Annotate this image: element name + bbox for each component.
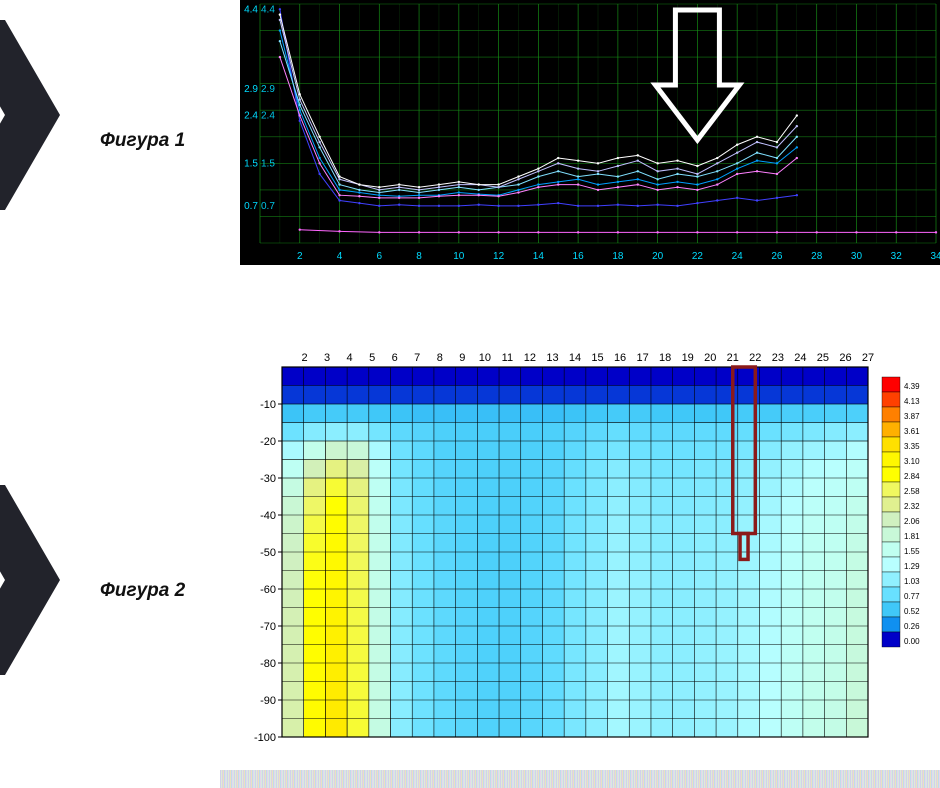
svg-text:0.7: 0.7	[261, 201, 275, 212]
svg-text:17: 17	[636, 352, 648, 364]
svg-text:1.29: 1.29	[904, 562, 920, 571]
svg-text:3.35: 3.35	[904, 442, 920, 451]
svg-text:-70: -70	[260, 621, 276, 633]
svg-text:1.55: 1.55	[904, 547, 920, 556]
figure2-caption: Фигура 2	[100, 580, 185, 602]
svg-text:6: 6	[392, 352, 398, 364]
svg-text:4.4: 4.4	[261, 4, 275, 15]
figure1-chart: 2468101214161820222426283032340.70.71.51…	[240, 0, 940, 265]
svg-text:28: 28	[811, 251, 823, 262]
svg-text:7: 7	[414, 352, 420, 364]
svg-text:2: 2	[297, 251, 303, 262]
svg-text:0.00: 0.00	[904, 637, 920, 646]
svg-text:2.9: 2.9	[244, 84, 258, 95]
svg-text:1.5: 1.5	[244, 158, 258, 169]
svg-text:1.81: 1.81	[904, 532, 920, 541]
svg-text:8: 8	[416, 251, 422, 262]
svg-text:23: 23	[772, 352, 784, 364]
svg-text:0.77: 0.77	[904, 592, 920, 601]
svg-text:13: 13	[546, 352, 558, 364]
svg-text:14: 14	[569, 352, 581, 364]
svg-text:0.52: 0.52	[904, 607, 920, 616]
svg-text:-30: -30	[260, 473, 276, 485]
svg-text:4.39: 4.39	[904, 382, 920, 391]
svg-text:19: 19	[682, 352, 694, 364]
svg-text:9: 9	[459, 352, 465, 364]
svg-text:2.32: 2.32	[904, 502, 920, 511]
figure1-caption: Фигура 1	[100, 130, 185, 152]
svg-text:22: 22	[749, 352, 761, 364]
page: Фигура 1 Фигура 2 2468101214161820222426…	[0, 0, 940, 788]
svg-text:10: 10	[479, 352, 491, 364]
svg-text:2.4: 2.4	[261, 111, 275, 122]
svg-text:24: 24	[794, 352, 806, 364]
svg-text:-10: -10	[260, 399, 276, 411]
svg-text:0.26: 0.26	[904, 622, 920, 631]
chevron-1	[0, 20, 60, 210]
svg-text:-100: -100	[254, 732, 276, 744]
svg-text:3.10: 3.10	[904, 457, 920, 466]
svg-text:5: 5	[369, 352, 375, 364]
svg-text:14: 14	[533, 251, 545, 262]
svg-text:20: 20	[652, 251, 664, 262]
svg-text:25: 25	[817, 352, 829, 364]
svg-text:2.58: 2.58	[904, 487, 920, 496]
svg-text:4.13: 4.13	[904, 397, 920, 406]
svg-text:12: 12	[524, 352, 536, 364]
svg-text:34: 34	[930, 251, 940, 262]
svg-text:3.61: 3.61	[904, 427, 920, 436]
svg-text:16: 16	[614, 352, 626, 364]
svg-text:6: 6	[377, 251, 383, 262]
svg-text:21: 21	[727, 352, 739, 364]
svg-text:27: 27	[862, 352, 874, 364]
svg-text:24: 24	[732, 251, 744, 262]
svg-text:0.7: 0.7	[244, 201, 258, 212]
svg-text:2.84: 2.84	[904, 472, 920, 481]
svg-text:3.87: 3.87	[904, 412, 920, 421]
svg-text:15: 15	[591, 352, 603, 364]
svg-text:1.03: 1.03	[904, 577, 920, 586]
svg-text:2.9: 2.9	[261, 84, 275, 95]
svg-text:18: 18	[659, 352, 671, 364]
svg-text:20: 20	[704, 352, 716, 364]
svg-text:12: 12	[493, 251, 505, 262]
svg-text:4: 4	[347, 352, 353, 364]
svg-text:26: 26	[839, 352, 851, 364]
svg-text:30: 30	[851, 251, 863, 262]
svg-text:11: 11	[502, 352, 513, 364]
svg-text:1.5: 1.5	[261, 158, 275, 169]
svg-text:18: 18	[612, 251, 624, 262]
svg-text:2.4: 2.4	[244, 111, 258, 122]
svg-text:-80: -80	[260, 658, 276, 670]
svg-text:2.06: 2.06	[904, 517, 920, 526]
svg-text:-50: -50	[260, 547, 276, 559]
svg-text:10: 10	[453, 251, 465, 262]
svg-text:8: 8	[437, 352, 443, 364]
chevron-2	[0, 485, 60, 675]
svg-text:3: 3	[324, 352, 330, 364]
svg-text:22: 22	[692, 251, 704, 262]
svg-text:2: 2	[301, 352, 307, 364]
svg-text:4: 4	[337, 251, 343, 262]
svg-text:-20: -20	[260, 436, 276, 448]
figure2-chart: 2345678910111213141516171819202122232425…	[240, 345, 940, 745]
svg-text:26: 26	[771, 251, 783, 262]
svg-text:-40: -40	[260, 510, 276, 522]
svg-text:32: 32	[891, 251, 903, 262]
svg-text:-90: -90	[260, 695, 276, 707]
svg-text:4.4: 4.4	[244, 4, 258, 15]
svg-text:16: 16	[573, 251, 585, 262]
noise-strip	[220, 770, 940, 788]
svg-text:-60: -60	[260, 584, 276, 596]
